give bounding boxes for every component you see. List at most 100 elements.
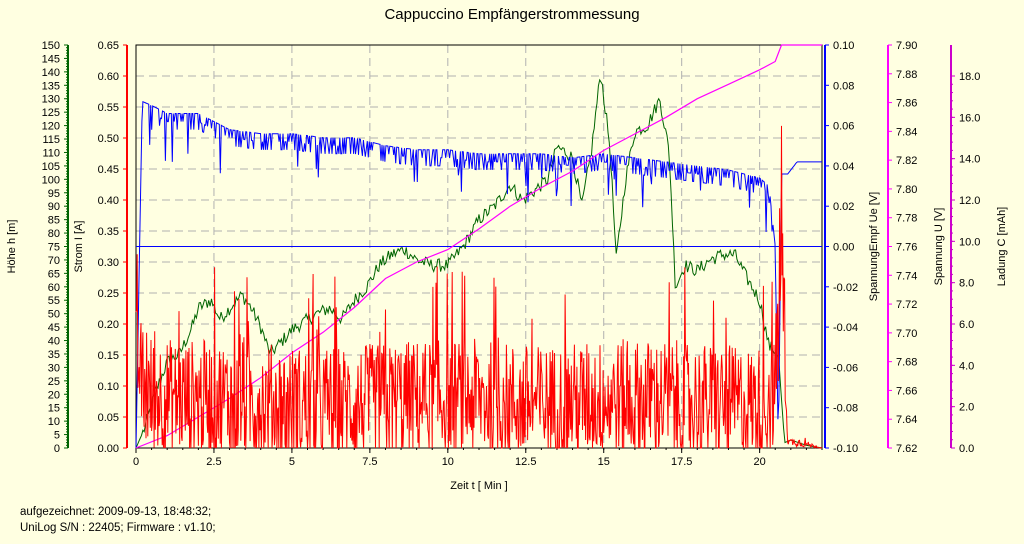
x-axis-label: Zeit t [ Min ] <box>450 480 507 492</box>
data-series <box>135 44 823 450</box>
y-tick-label: 6.0 <box>959 319 974 331</box>
y-tick-label: 7.88 <box>896 69 917 81</box>
y-tick-label: 0.02 <box>833 201 854 213</box>
y-tick-label: 0 <box>54 443 60 455</box>
y-tick-label: 145 <box>42 53 60 65</box>
y-tick-label: 80 <box>48 228 60 240</box>
y-tick-label: 7.84 <box>896 126 917 138</box>
y-tick-label: 0.05 <box>98 412 119 424</box>
x-tick-label: 2.5 <box>206 456 221 468</box>
y-tick-label: 110 <box>42 147 60 159</box>
y-tick-label: 10 <box>48 416 60 428</box>
y-tick-label: 0.30 <box>98 257 119 269</box>
y-tick-label: 40 <box>48 336 60 348</box>
y-tick-label: 0.0 <box>959 443 974 455</box>
y-tick-label: 10.0 <box>959 236 980 248</box>
series-spannung-empf <box>135 100 822 449</box>
y-tick-label: 18.0 <box>959 71 980 83</box>
y-tick-label: 85 <box>48 215 60 227</box>
y-tick-label: 0.10 <box>98 381 119 393</box>
y-tick-label: 120 <box>42 121 60 133</box>
y-tick-label: 0.60 <box>98 71 119 83</box>
y-tick-label: 0.35 <box>98 226 119 238</box>
series-hoehe <box>135 78 823 449</box>
x-tick-label: 5 <box>289 456 295 468</box>
y-tick-label: 7.68 <box>896 357 917 369</box>
y-tick-label: 14.0 <box>959 154 980 166</box>
y-tick-label: 135 <box>42 80 60 92</box>
y-tick-label: 0.20 <box>98 319 119 331</box>
y-tick-label: 5 <box>54 430 60 442</box>
y-tick-label: 125 <box>42 107 60 119</box>
y-tick-label: 0.06 <box>833 121 854 133</box>
chart-title: Cappuccino Empfängerstrommessung <box>384 6 640 23</box>
y-tick-label: 75 <box>48 242 60 254</box>
y-tick-label: 7.62 <box>896 443 917 455</box>
y-tick-label: 0.00 <box>98 443 119 455</box>
y-tick-label: 0.40 <box>98 195 119 207</box>
y-axis-label: Höhe h [m] <box>6 220 18 274</box>
y-tick-label: 0.10 <box>833 40 854 52</box>
y-tick-label: 8.0 <box>959 278 974 290</box>
y-tick-label: 0.00 <box>833 242 854 254</box>
y-tick-label: 0.15 <box>98 350 119 362</box>
y-tick-label: 0.04 <box>833 161 854 173</box>
y-tick-label: 7.78 <box>896 213 917 225</box>
y-tick-label: 20 <box>48 389 60 401</box>
y-tick-label: 0.45 <box>98 164 119 176</box>
x-tick-label: 12.5 <box>515 456 536 468</box>
y-tick-label: 65 <box>48 268 60 280</box>
y-tick-label: 7.86 <box>896 98 917 110</box>
series-strom <box>135 125 822 450</box>
y-tick-label: 150 <box>42 40 60 52</box>
y-tick-label: 60 <box>48 282 60 294</box>
y-tick-label: -0.04 <box>833 322 858 334</box>
x-tick-label: 15 <box>598 456 610 468</box>
x-tick-label: 0 <box>133 456 139 468</box>
y-axis-label: Ladung C [mAh] <box>996 207 1008 287</box>
y-tick-label: 7.80 <box>896 184 917 196</box>
y-axis-label: SpannungEmpf Ue [V] <box>868 192 880 301</box>
y-tick-label: 45 <box>48 322 60 334</box>
y-tick-label: 16.0 <box>959 112 980 124</box>
series-ladung <box>135 44 822 449</box>
y-tick-label: 140 <box>42 67 60 79</box>
y-tick-label: 105 <box>42 161 60 173</box>
y-tick-label: 7.66 <box>896 385 917 397</box>
y-tick-label: -0.06 <box>833 362 858 374</box>
y-tick-label: 7.76 <box>896 242 917 254</box>
y-tick-label: 7.70 <box>896 328 917 340</box>
y-tick-label: 130 <box>42 94 60 106</box>
x-tick-label: 20 <box>754 456 766 468</box>
y-tick-label: 30 <box>48 362 60 374</box>
y-tick-label: 7.90 <box>896 40 917 52</box>
y-tick-label: 15 <box>48 403 60 415</box>
device-info: UniLog S/N : 22405; Firmware : v1.10; <box>20 522 216 534</box>
y-tick-label: 100 <box>42 174 60 186</box>
y-tick-label: 55 <box>48 295 60 307</box>
y-tick-label: 4.0 <box>959 360 974 372</box>
y-tick-label: 0.50 <box>98 133 119 145</box>
y-tick-label: 90 <box>48 201 60 213</box>
y-tick-label: 50 <box>48 309 60 321</box>
y-tick-label: 95 <box>48 188 60 200</box>
y-tick-label: 12.0 <box>959 195 980 207</box>
x-tick-label: 17.5 <box>671 456 692 468</box>
y-tick-label: 35 <box>48 349 60 361</box>
y-tick-label: -0.08 <box>833 403 858 415</box>
y-tick-label: 115 <box>42 134 60 146</box>
recorded-timestamp: aufgezeichnet: 2009-09-13, 18:48:32; <box>20 506 212 518</box>
y-axis-label: Spannung U [V] <box>933 208 945 286</box>
y-tick-label: 0.25 <box>98 288 119 300</box>
x-tick-label: 7.5 <box>362 456 377 468</box>
y-axis-label: Strom I [A] <box>73 221 85 273</box>
y-tick-label: -0.10 <box>833 443 858 455</box>
y-tick-label: 70 <box>48 255 60 267</box>
y-tick-label: 0.08 <box>833 80 854 92</box>
y-tick-label: -0.02 <box>833 282 858 294</box>
y-tick-label: 2.0 <box>959 402 974 414</box>
y-tick-label: 7.72 <box>896 299 917 311</box>
y-tick-label: 7.82 <box>896 155 917 167</box>
